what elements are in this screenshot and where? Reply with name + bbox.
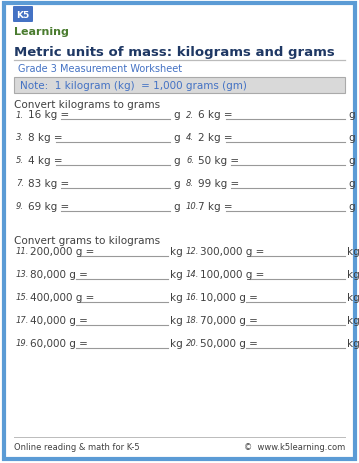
Text: 16 kg =: 16 kg = bbox=[28, 110, 69, 120]
Text: 5.: 5. bbox=[16, 156, 24, 165]
Text: 4.: 4. bbox=[186, 133, 194, 142]
Text: Convert kilograms to grams: Convert kilograms to grams bbox=[14, 100, 160, 110]
Text: 8.: 8. bbox=[186, 179, 194, 188]
Text: 3.: 3. bbox=[16, 133, 24, 142]
Text: 100,000 g =: 100,000 g = bbox=[200, 269, 264, 279]
Text: g: g bbox=[348, 179, 355, 188]
Text: kg: kg bbox=[347, 338, 359, 348]
Text: 400,000 g =: 400,000 g = bbox=[30, 292, 94, 302]
Text: Grade 3 Measurement Worksheet: Grade 3 Measurement Worksheet bbox=[18, 64, 182, 74]
Text: 11.: 11. bbox=[16, 247, 29, 256]
Text: 12.: 12. bbox=[186, 247, 199, 256]
Text: kg: kg bbox=[170, 315, 183, 325]
FancyBboxPatch shape bbox=[13, 7, 33, 23]
Text: 16.: 16. bbox=[186, 293, 199, 302]
Text: g: g bbox=[173, 179, 180, 188]
Text: Learning: Learning bbox=[14, 27, 69, 37]
Text: g: g bbox=[348, 156, 355, 166]
Text: 70,000 g =: 70,000 g = bbox=[200, 315, 258, 325]
Text: Convert grams to kilograms: Convert grams to kilograms bbox=[14, 236, 160, 245]
Text: 9.: 9. bbox=[16, 202, 24, 211]
Text: kg: kg bbox=[170, 246, 183, 257]
Text: 50 kg =: 50 kg = bbox=[198, 156, 239, 166]
Text: 4 kg =: 4 kg = bbox=[28, 156, 62, 166]
Text: K5: K5 bbox=[17, 11, 30, 19]
Text: g: g bbox=[348, 201, 355, 212]
Text: 14.: 14. bbox=[186, 270, 199, 279]
Text: 60,000 g =: 60,000 g = bbox=[30, 338, 88, 348]
Text: kg: kg bbox=[170, 292, 183, 302]
Text: 7 kg =: 7 kg = bbox=[198, 201, 233, 212]
Text: 83 kg =: 83 kg = bbox=[28, 179, 69, 188]
Text: kg: kg bbox=[347, 246, 359, 257]
Text: 69 kg =: 69 kg = bbox=[28, 201, 69, 212]
Text: 18.: 18. bbox=[186, 316, 199, 325]
Text: 8 kg =: 8 kg = bbox=[28, 133, 62, 143]
Text: 99 kg =: 99 kg = bbox=[198, 179, 239, 188]
Text: 40,000 g =: 40,000 g = bbox=[30, 315, 88, 325]
Text: 80,000 g =: 80,000 g = bbox=[30, 269, 88, 279]
Text: ©  www.k5learning.com: © www.k5learning.com bbox=[244, 442, 345, 451]
Text: 17.: 17. bbox=[16, 316, 29, 325]
Text: Online reading & math for K-5: Online reading & math for K-5 bbox=[14, 442, 140, 451]
Text: 2 kg =: 2 kg = bbox=[198, 133, 233, 143]
Text: kg: kg bbox=[347, 315, 359, 325]
Text: 300,000 g =: 300,000 g = bbox=[200, 246, 264, 257]
Text: kg: kg bbox=[170, 338, 183, 348]
Text: 50,000 g =: 50,000 g = bbox=[200, 338, 258, 348]
Text: 7.: 7. bbox=[16, 179, 24, 188]
Text: 6 kg =: 6 kg = bbox=[198, 110, 233, 120]
Text: g: g bbox=[348, 110, 355, 120]
Text: kg: kg bbox=[170, 269, 183, 279]
Text: 13.: 13. bbox=[16, 270, 29, 279]
Text: kg: kg bbox=[347, 292, 359, 302]
Text: 6.: 6. bbox=[186, 156, 194, 165]
Text: 2.: 2. bbox=[186, 110, 194, 119]
Text: g: g bbox=[348, 133, 355, 143]
Text: kg: kg bbox=[347, 269, 359, 279]
Text: 10,000 g =: 10,000 g = bbox=[200, 292, 258, 302]
Text: Note:  1 kilogram (kg)  = 1,000 grams (gm): Note: 1 kilogram (kg) = 1,000 grams (gm) bbox=[20, 81, 247, 91]
Text: g: g bbox=[173, 133, 180, 143]
FancyBboxPatch shape bbox=[14, 78, 345, 94]
Text: g: g bbox=[173, 156, 180, 166]
Text: g: g bbox=[173, 110, 180, 120]
Text: 15.: 15. bbox=[16, 293, 29, 302]
Text: 1.: 1. bbox=[16, 110, 24, 119]
Text: 19.: 19. bbox=[16, 339, 29, 348]
FancyBboxPatch shape bbox=[4, 4, 355, 459]
Text: 10.: 10. bbox=[186, 202, 199, 211]
Text: 20.: 20. bbox=[186, 339, 199, 348]
Text: 200,000 g =: 200,000 g = bbox=[30, 246, 94, 257]
Text: g: g bbox=[173, 201, 180, 212]
Text: Metric units of mass: kilograms and grams: Metric units of mass: kilograms and gram… bbox=[14, 46, 335, 59]
